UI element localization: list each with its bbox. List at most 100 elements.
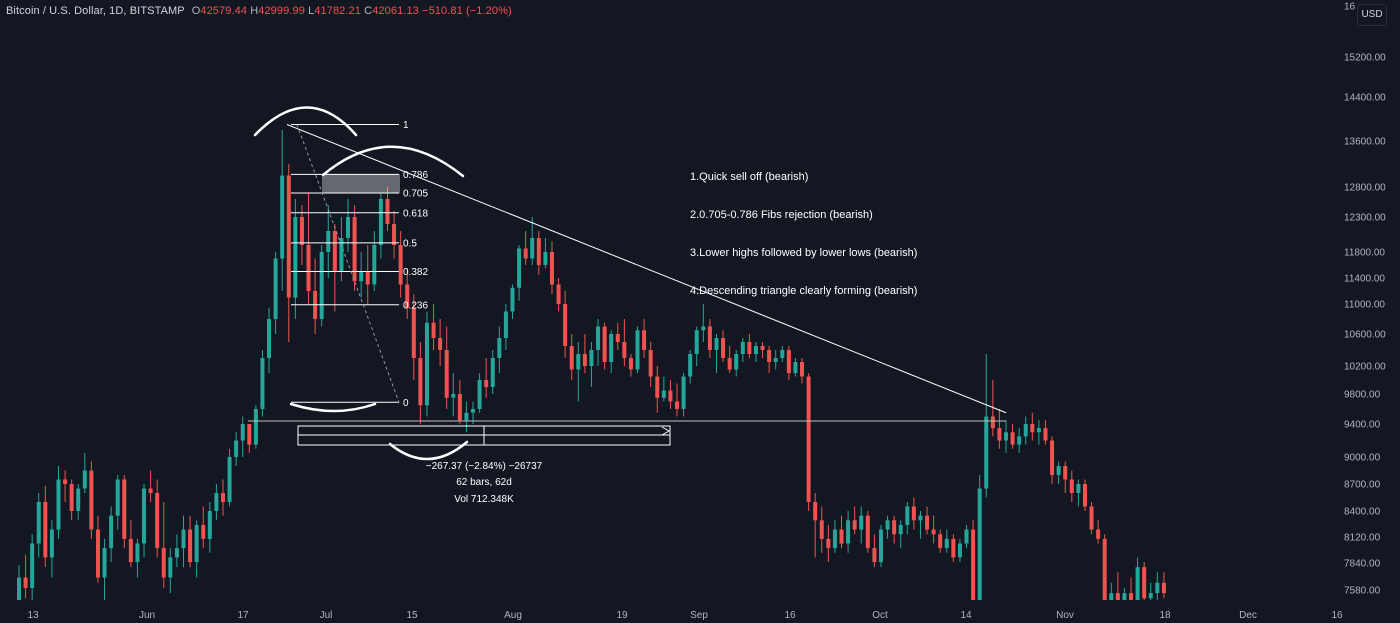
change-value: −510.81 (−1.20%) [422,5,512,17]
candle-body [556,284,561,304]
candle-body [1102,538,1107,600]
candle-body [17,577,21,600]
x-tick-label: Aug [504,610,522,621]
candle-body [398,245,403,285]
candle-body [392,224,397,245]
candle-body [957,543,962,558]
candle-body [1036,428,1041,433]
candle-body [174,548,179,558]
candle-body [115,479,120,516]
candle-body [997,428,1002,441]
candle-body [602,326,607,362]
candle-body [128,538,133,563]
candle-body [161,548,166,578]
candle-body [1089,506,1094,530]
y-tick-label: 7580.00 [1344,586,1381,597]
candle-body [523,248,528,259]
candle-body [1161,582,1166,594]
candle-body [214,493,219,511]
candle-body [438,338,443,350]
candle-body [596,326,601,350]
candle-body [1010,432,1015,445]
candle-body [339,238,344,272]
candle-body [852,520,857,530]
candle-body [1043,428,1048,441]
candle-body [878,529,883,563]
x-tick-label: 13 [27,610,39,621]
symbol-header: Bitcoin / U.S. Dollar, 1D, BITSTAMP O425… [6,5,512,17]
candle-body [865,515,870,549]
hand-drawn-arc [253,106,358,137]
candle-body [306,245,311,291]
currency-button[interactable]: USD [1357,4,1387,26]
y-tick-label: 8120.00 [1344,533,1381,544]
candle-body [760,346,765,350]
x-tick-label: Nov [1056,610,1074,621]
candle-body [563,304,568,346]
candle-body [734,354,739,370]
candle-body [431,322,436,338]
candle-body [109,515,114,549]
fib-level-label: 0.786 [403,170,428,181]
candle-body [293,217,298,298]
x-tick-label: Oct [872,610,888,621]
candle-body [405,284,410,308]
candle-body [155,493,160,549]
candle-body [714,338,719,350]
ohlc-values: O42579.44 H42999.99 L41782.21 C42061.13 … [192,5,512,17]
candle-body [36,502,41,544]
high-key: H [250,5,259,17]
note-2: 2.0.705-0.786 Fibs rejection (bearish) [690,208,873,221]
candle-body [1082,484,1087,507]
candle-body [859,515,864,530]
y-tick-label: 9800.00 [1344,390,1381,401]
candle-body [1076,484,1081,493]
candle-body [701,326,706,331]
candle-body [1109,593,1114,600]
high-value: 42999.99 [258,5,305,17]
candle-body [898,524,903,535]
candle-body [628,358,633,370]
fib-level-label: 0.618 [403,208,428,219]
candle-body [267,319,272,358]
x-tick-label: Sep [690,610,708,621]
candle-body [938,534,943,549]
hand-drawn-arc [388,440,469,461]
candle-body [642,330,647,350]
candle-body [365,271,370,285]
candle-body [56,479,61,530]
candle-body [1148,593,1153,599]
y-tick-label: 12300.00 [1344,213,1386,224]
candle-body [905,506,910,525]
candle-body [589,350,594,366]
measure-arrow [661,426,671,436]
candle-body [102,548,107,578]
candle-body [990,416,995,429]
candle-body [23,577,28,588]
y-tick-label: 16 [1344,2,1356,13]
low-value: 41782.21 [314,5,361,17]
candle-body [1063,466,1068,480]
candle-body [385,199,390,224]
candle-body [885,520,890,530]
candle-body [122,479,127,539]
candle-body [69,484,74,511]
fib-level-label: 0.705 [403,189,428,200]
candle-body [911,506,916,521]
low-key: L [308,5,315,17]
symbol-title[interactable]: Bitcoin / U.S. Dollar, 1D, BITSTAMP [6,5,185,17]
candle-body [813,502,818,521]
candle-body [319,252,324,319]
candle-body [569,346,574,370]
candle-body [201,524,206,539]
candle-body [977,488,982,600]
candle-body [286,175,291,298]
candle-body [503,311,508,338]
candle-body [668,390,673,402]
candle-body [372,245,377,285]
candle-body [832,529,837,549]
candle-body [1129,593,1134,600]
candle-body [918,515,923,521]
